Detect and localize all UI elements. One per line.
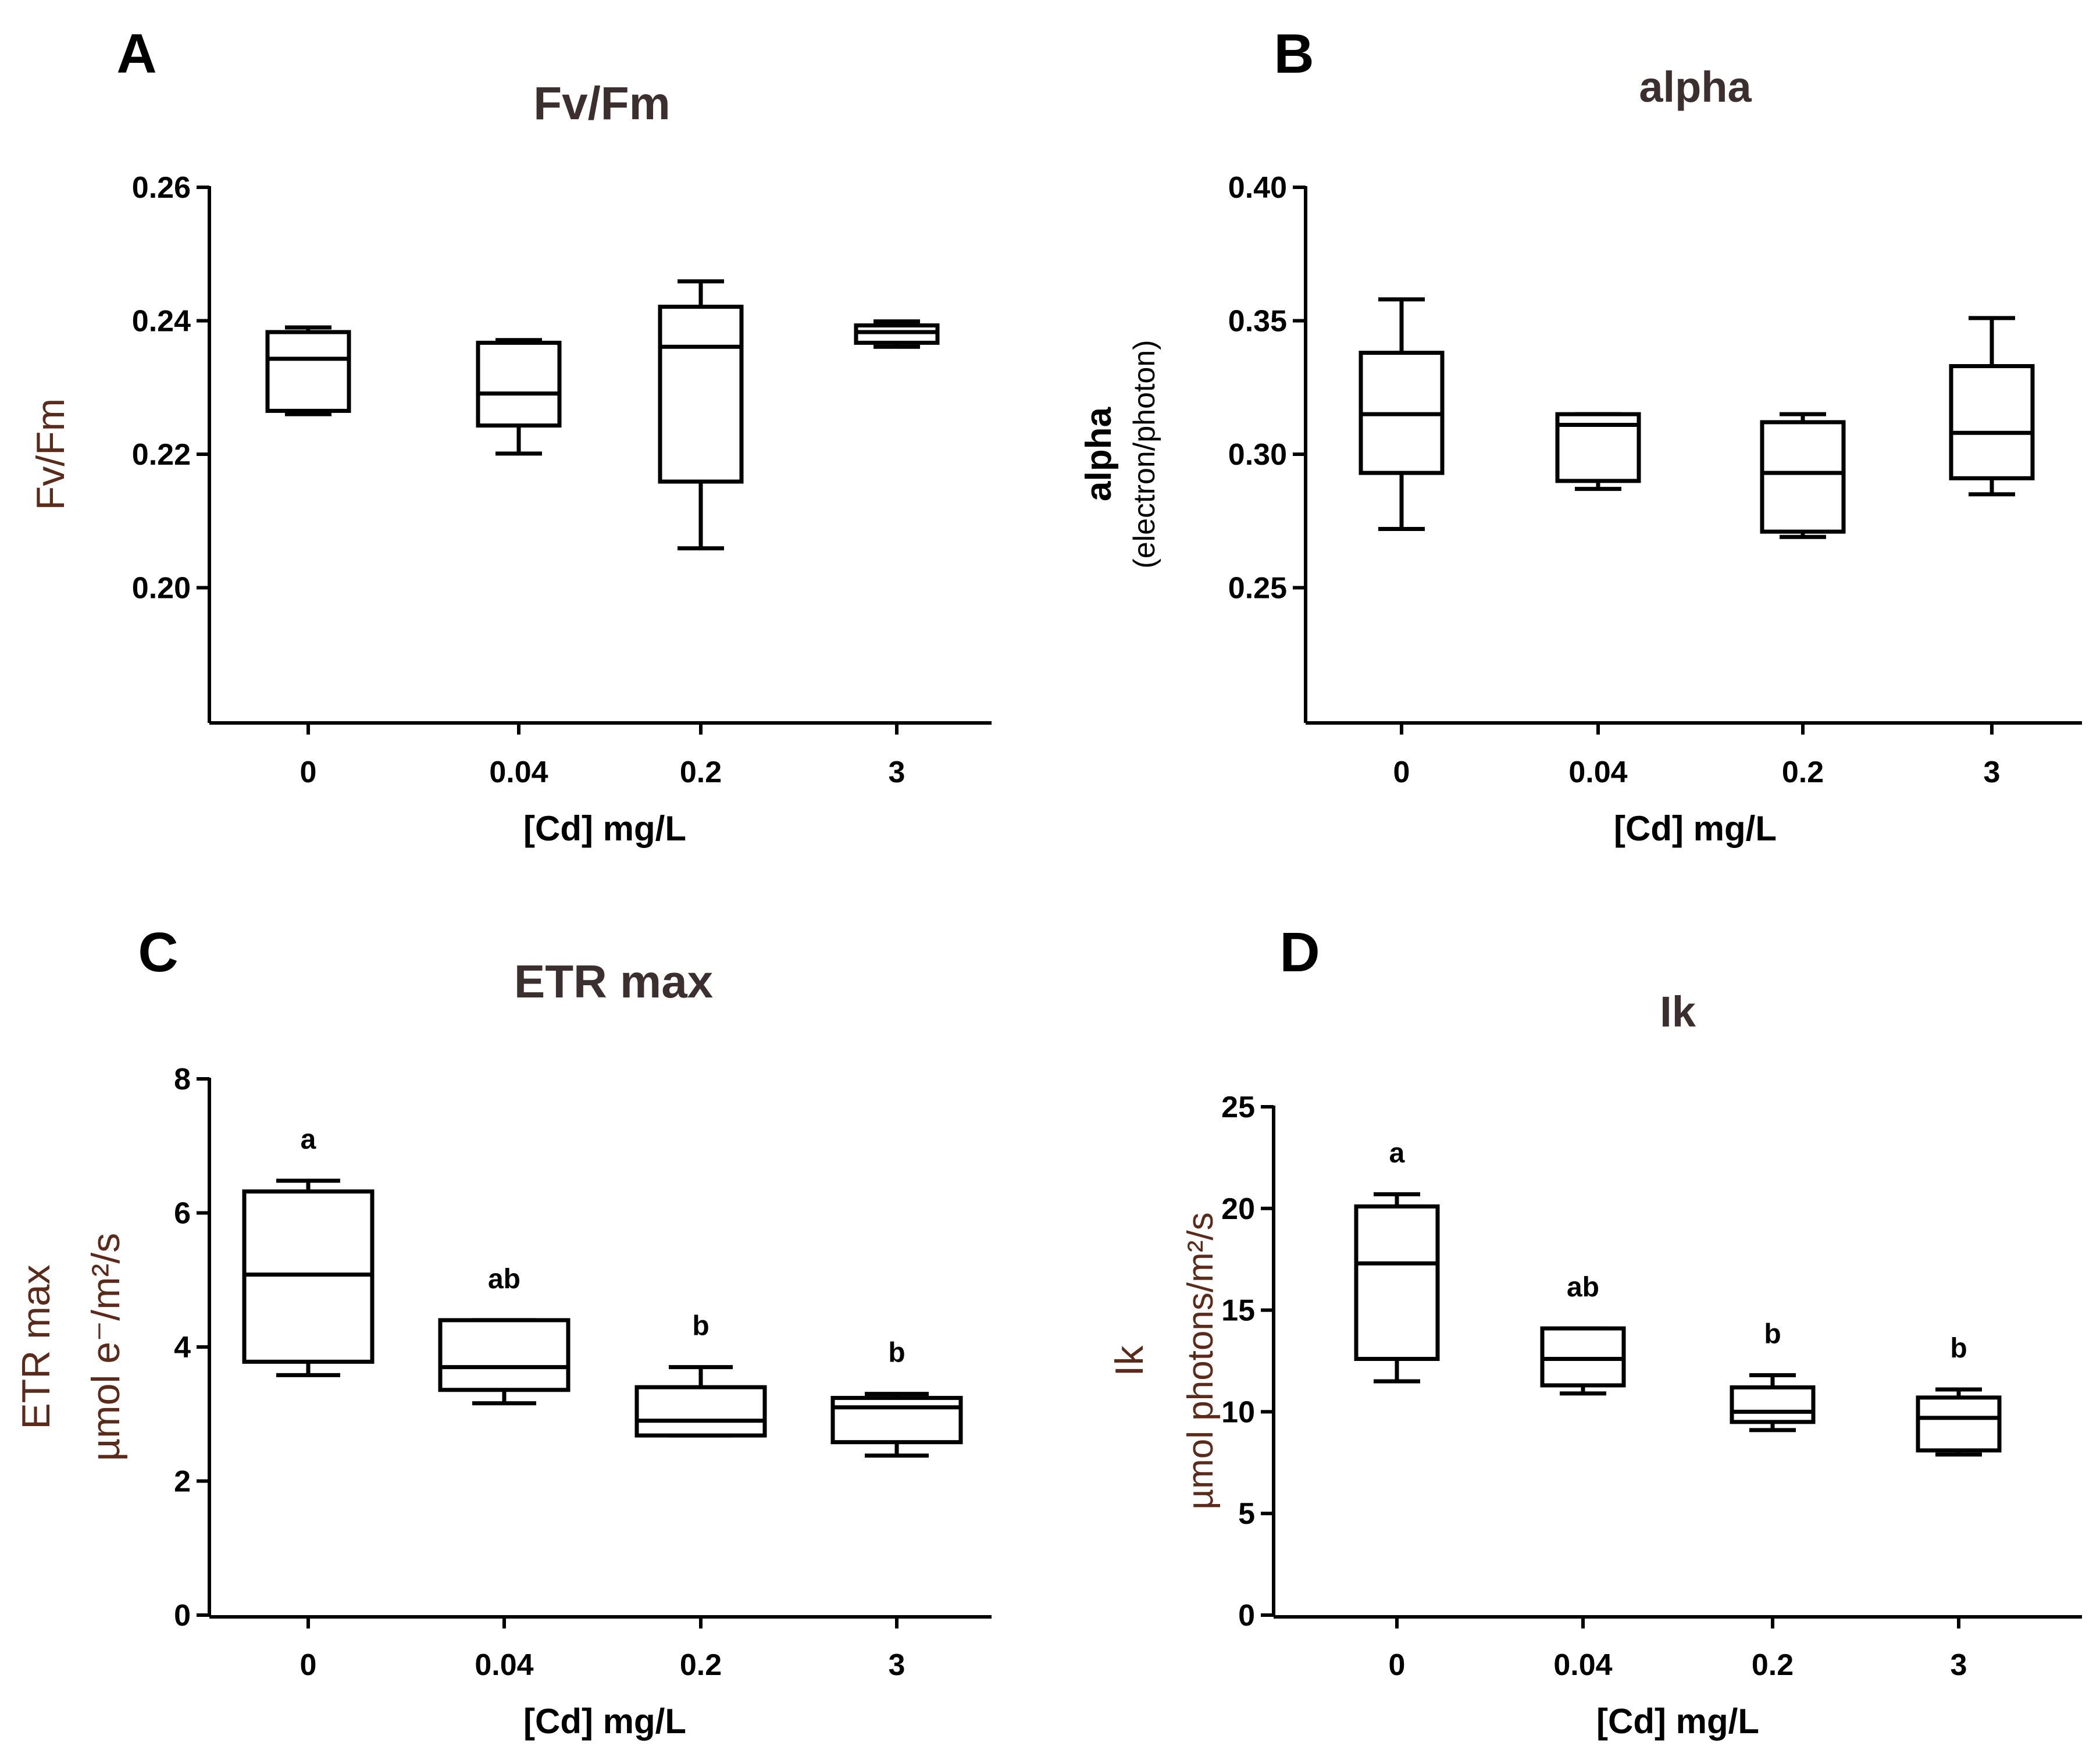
- x-tick-label: 3: [1951, 1648, 1967, 1682]
- y-tick-label: 0.35: [1228, 305, 1287, 338]
- box-0: [1359, 297, 1445, 532]
- y-tick-label: 2: [174, 1465, 191, 1499]
- x-tick-label: 3: [1984, 756, 2001, 789]
- box-iqr: [830, 1396, 963, 1445]
- significance-label: ab: [488, 1264, 520, 1295]
- x-axis-label: [Cd] mg/L: [523, 1702, 686, 1741]
- x-axis-label: [Cd] mg/L: [1614, 809, 1777, 848]
- significance-label: b: [692, 1311, 709, 1342]
- y-axis-label: alpha: [1079, 407, 1119, 501]
- y-tick-label: 0.26: [132, 171, 191, 205]
- box-iqr: [1760, 420, 1846, 534]
- significance-label: a: [301, 1124, 316, 1155]
- x-tick-label: 0.04: [1553, 1648, 1612, 1682]
- box-0: a: [1354, 1138, 1440, 1384]
- box-0-04: [476, 338, 562, 456]
- y-tick-label: 0.22: [132, 438, 191, 472]
- box-iqr: [658, 304, 744, 484]
- x-tick-label: 3: [889, 1648, 905, 1682]
- x-tick-label: 0.2: [1782, 756, 1824, 789]
- x-tick-label: 0: [300, 756, 317, 789]
- box-3: [854, 319, 940, 349]
- panel-a: A Fv/Fm 0.20 0.22 0.24 0.26 0 0.04 0.2 3 [Cd] mg/L…: [28, 23, 992, 848]
- box-iqr: [476, 340, 562, 428]
- y-tick-label: 6: [174, 1197, 191, 1231]
- x-tick-label: 0.04: [489, 756, 548, 789]
- x-tick-label: 3: [889, 756, 905, 789]
- x-tick-label: 0.2: [680, 1648, 722, 1682]
- x-tick-label: 0: [1389, 1648, 1406, 1682]
- box-0: [265, 325, 351, 416]
- x-tick-label: 0: [300, 1648, 317, 1682]
- chart-title: alpha: [1639, 63, 1752, 111]
- y-axis-label: ETR max: [14, 1264, 58, 1429]
- box-3: b: [830, 1338, 963, 1458]
- significance-label: b: [888, 1338, 905, 1369]
- x-tick-label: 0.2: [1752, 1648, 1794, 1682]
- panel-letter: C: [138, 921, 178, 983]
- chart-title: ETR max: [514, 956, 713, 1007]
- x-tick-label: 0.04: [1568, 756, 1627, 789]
- y-tick-label: 0.25: [1228, 572, 1287, 605]
- y-tick-label: 8: [174, 1063, 191, 1096]
- panel-c: C ETR max 0 2 4 6 8 0 0.04 0.2 3 [Cd] mg/L ETR max µm…: [14, 921, 992, 1741]
- box-3: [1949, 316, 2035, 497]
- y-tick-label: 10: [1221, 1395, 1255, 1429]
- box-iqr: [438, 1318, 571, 1392]
- significance-label: a: [1389, 1138, 1405, 1168]
- box-0-2: b: [634, 1311, 767, 1438]
- y-tick-label: 0.30: [1228, 438, 1287, 472]
- y-tick-label: 0: [1238, 1599, 1255, 1633]
- panel-letter: D: [1279, 921, 1320, 983]
- y-tick-label: 0.40: [1228, 171, 1287, 205]
- y-tick-label: 0: [174, 1599, 191, 1633]
- box-iqr: [1730, 1385, 1816, 1424]
- significance-label: ab: [1567, 1272, 1599, 1303]
- panel-letter: A: [116, 23, 156, 85]
- box-0-2: [658, 279, 744, 551]
- y-axis-unit-label: µmol e⁻/m²/s: [84, 1233, 128, 1461]
- y-tick-label: 5: [1238, 1497, 1255, 1531]
- box-0-2: b: [1730, 1318, 1816, 1432]
- box-iqr: [1916, 1395, 2002, 1453]
- box-0-04: ab: [1540, 1272, 1626, 1396]
- y-tick-label: 15: [1221, 1294, 1255, 1328]
- significance-label: b: [1764, 1318, 1781, 1349]
- x-axis-label: [Cd] mg/L: [1596, 1702, 1759, 1741]
- x-axis-label: [Cd] mg/L: [523, 809, 686, 848]
- box-0-2: [1760, 412, 1846, 539]
- box-iqr: [1949, 364, 2035, 480]
- x-tick-label: 0.04: [475, 1648, 533, 1682]
- box-iqr: [1354, 1204, 1440, 1362]
- chart-title: Ik: [1660, 988, 1696, 1036]
- y-axis-unit-label: µmol photons/m²/s: [1181, 1212, 1221, 1509]
- box-0-04: ab: [438, 1264, 571, 1406]
- y-tick-label: 25: [1221, 1091, 1255, 1124]
- x-tick-label: 0.2: [680, 756, 722, 789]
- y-axis-label: Fv/Fm: [28, 398, 73, 511]
- y-axis-label: Ik: [1107, 1345, 1151, 1377]
- y-tick-label: 0.20: [132, 572, 191, 605]
- x-tick-label: 0: [1393, 756, 1410, 789]
- significance-label: b: [1950, 1333, 1967, 1364]
- y-tick-label: 4: [174, 1331, 191, 1364]
- chart-title: Fv/Fm: [533, 77, 671, 129]
- y-tick-label: 0.24: [132, 305, 191, 338]
- box-3: b: [1916, 1333, 2002, 1457]
- y-tick-label: 20: [1221, 1192, 1255, 1226]
- box-iqr: [265, 330, 351, 413]
- box-iqr: [634, 1385, 767, 1438]
- box-0: a: [242, 1124, 375, 1377]
- box-0-04: [1555, 412, 1641, 491]
- y-axis-unit-label: (electron/photon): [1128, 340, 1161, 568]
- panel-letter: B: [1274, 23, 1314, 85]
- panel-d: D Ik 0 5 10 15 20 25 0 0.04 0.2 3 [Cd] mg/L Ik µmol ph…: [1107, 921, 2082, 1741]
